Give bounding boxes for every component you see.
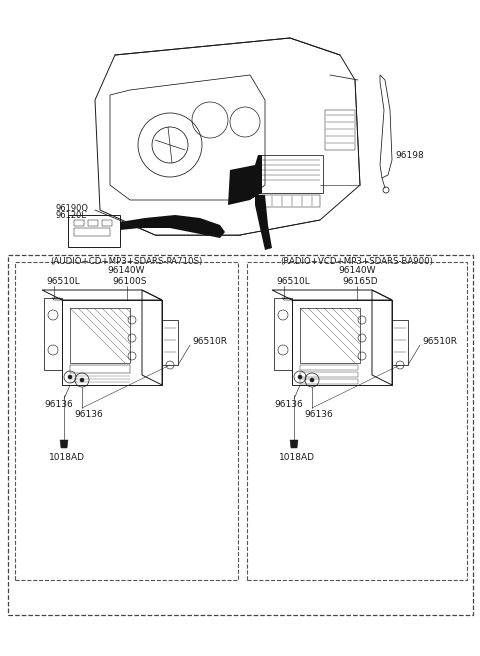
- Bar: [74, 228, 110, 236]
- Bar: [70, 308, 130, 363]
- Text: 96510L: 96510L: [46, 277, 80, 286]
- Polygon shape: [60, 440, 68, 448]
- Bar: [260, 195, 320, 207]
- Text: 96136: 96136: [304, 410, 333, 419]
- Circle shape: [68, 375, 72, 379]
- Text: 96165D: 96165D: [342, 277, 378, 286]
- Circle shape: [80, 378, 84, 382]
- Polygon shape: [290, 440, 298, 448]
- Bar: [300, 365, 358, 370]
- Circle shape: [310, 378, 314, 382]
- Text: 96510L: 96510L: [276, 277, 310, 286]
- Bar: [392, 320, 408, 365]
- Text: 96140W: 96140W: [107, 266, 145, 275]
- Bar: [325, 110, 355, 150]
- Text: (AUDIO+CD+MP3+SDARS-PA710S): (AUDIO+CD+MP3+SDARS-PA710S): [50, 257, 202, 266]
- Bar: [74, 220, 84, 226]
- Text: 96140W: 96140W: [338, 266, 376, 275]
- Bar: [8, 255, 473, 615]
- Text: 96136: 96136: [74, 410, 103, 419]
- Text: 1018AD: 1018AD: [279, 453, 315, 462]
- Bar: [15, 262, 238, 580]
- Text: (RADIO+VCD+MP3+SDARS-BA900): (RADIO+VCD+MP3+SDARS-BA900): [281, 257, 433, 266]
- Text: 96510R: 96510R: [192, 337, 227, 346]
- Circle shape: [298, 375, 302, 379]
- Bar: [102, 220, 112, 226]
- Polygon shape: [120, 215, 225, 238]
- Text: 96510R: 96510R: [422, 337, 457, 346]
- Polygon shape: [228, 155, 262, 205]
- Bar: [300, 372, 358, 377]
- Bar: [68, 215, 120, 247]
- Text: 96120L: 96120L: [55, 211, 86, 220]
- Bar: [88, 220, 98, 226]
- Bar: [300, 379, 358, 384]
- Bar: [44, 298, 62, 370]
- Bar: [274, 298, 292, 370]
- Text: 1018AD: 1018AD: [49, 453, 85, 462]
- Text: 96100S: 96100S: [112, 277, 146, 286]
- Text: 96198: 96198: [395, 150, 424, 159]
- Bar: [247, 262, 467, 580]
- Bar: [162, 320, 178, 365]
- Text: 96136: 96136: [274, 400, 303, 409]
- Polygon shape: [255, 195, 272, 250]
- Bar: [258, 155, 323, 193]
- Bar: [300, 308, 360, 363]
- Text: 96136: 96136: [44, 400, 73, 409]
- Bar: [70, 365, 130, 373]
- Text: 96190Q: 96190Q: [55, 204, 88, 213]
